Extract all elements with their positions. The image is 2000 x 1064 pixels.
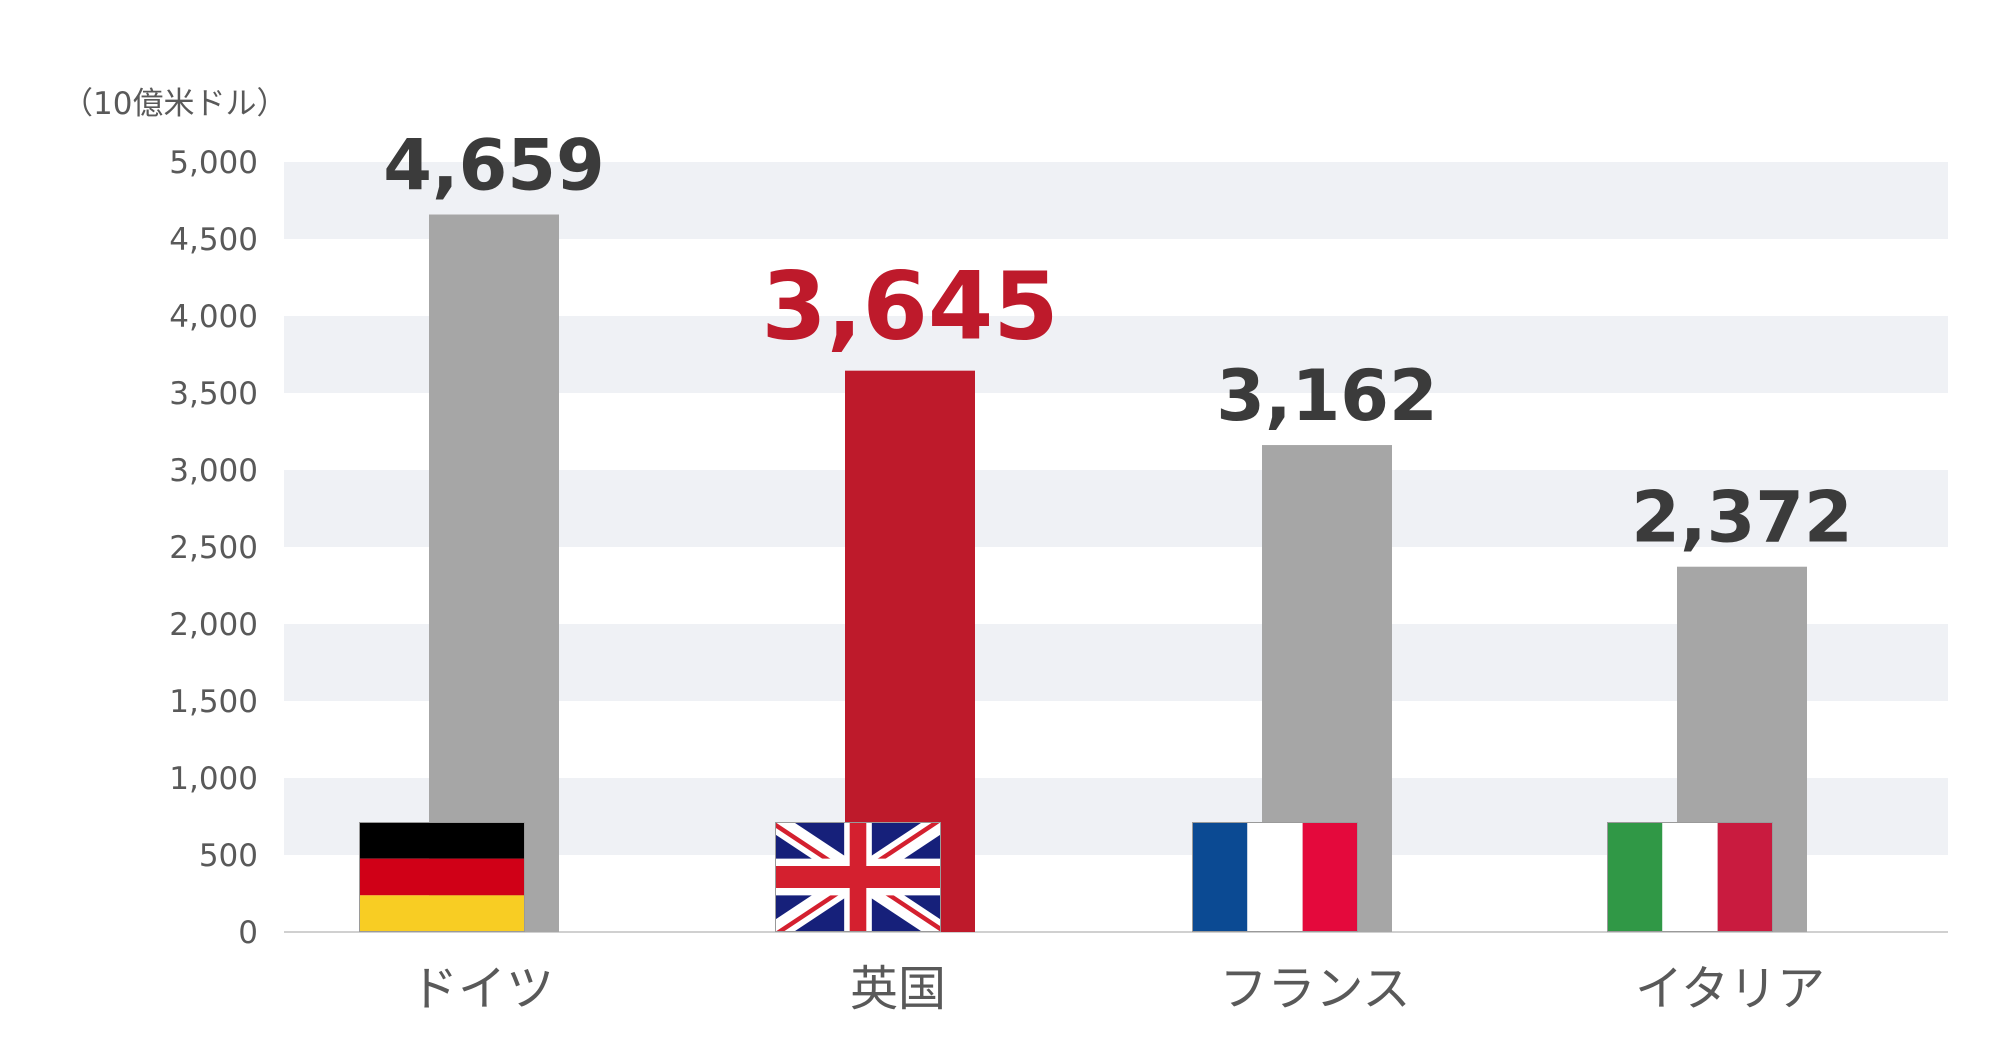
y-tick-label: 2,000 xyxy=(169,607,258,643)
germany-flag xyxy=(359,822,525,932)
flags xyxy=(359,822,1773,933)
y-tick-label: 2,500 xyxy=(169,530,258,566)
y-tick-label: 3,500 xyxy=(169,376,258,412)
category-label: フランス xyxy=(1219,961,1410,1017)
value-label: 2,372 xyxy=(1631,477,1852,559)
grid-band xyxy=(284,470,1948,547)
y-tick-label: 500 xyxy=(199,838,258,874)
category-label: イタリア xyxy=(1635,961,1825,1017)
y-tick-label: 4,500 xyxy=(169,222,258,258)
value-label: 3,645 xyxy=(761,253,1058,362)
y-tick-label: 3,000 xyxy=(169,453,258,489)
grid-bands xyxy=(284,162,1948,855)
y-tick-label: 4,000 xyxy=(169,299,258,335)
grid-band xyxy=(284,162,1948,239)
category-label: ドイツ xyxy=(410,961,554,1017)
grid-band xyxy=(284,316,1948,393)
category-labels: ドイツ 英国 フランス イタリア xyxy=(410,961,1825,1017)
y-tick-label: 0 xyxy=(238,915,258,951)
uk-flag xyxy=(775,822,941,933)
italy-flag xyxy=(1607,822,1773,932)
y-tick-label: 5,000 xyxy=(169,145,258,181)
value-label: 3,162 xyxy=(1216,355,1437,437)
y-tick-label: 1,500 xyxy=(169,684,258,720)
france-flag xyxy=(1192,822,1358,932)
grid-band xyxy=(284,624,1948,701)
value-label: 4,659 xyxy=(383,125,604,207)
unit-label: （10億米ドル） xyxy=(62,86,288,122)
bar xyxy=(429,214,559,932)
y-axis-ticks: 0 500 1,000 1,500 2,000 2,500 3,000 3,500 4,000 4… xyxy=(169,145,258,951)
category-label: 英国 xyxy=(850,961,946,1017)
value-labels: 4,659 3,645 3,162 2,372 xyxy=(383,125,1852,559)
y-tick-label: 1,000 xyxy=(169,761,258,797)
